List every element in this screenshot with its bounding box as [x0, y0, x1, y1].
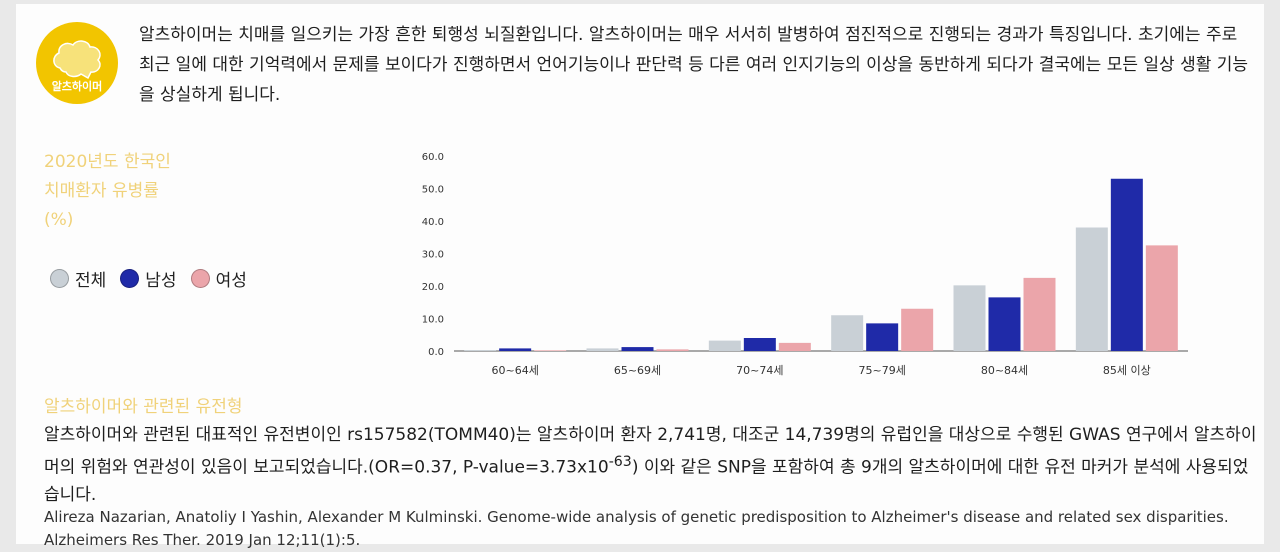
citation: Alireza Nazarian, Anatoliy I Yashin, Ale…	[44, 508, 1229, 549]
x-tick-label: 85세 이상	[1103, 364, 1151, 377]
info-sheet: 알츠하이머 알츠하이머는 치매를 일으키는 가장 흔한 퇴행성 뇌질환입니다. …	[16, 4, 1264, 549]
x-tick-label: 70~74세	[736, 364, 783, 377]
x-tick-label: 80~84세	[981, 364, 1028, 377]
bar-female	[778, 342, 811, 351]
chart-title: 2020년도 한국인 치매환자 유병률 (%)	[44, 148, 244, 235]
gene-description-main: 알츠하이머와 관련된 대표적인 유전변이인 rs157582(TOMM40)는 …	[44, 425, 1257, 478]
prevalence-bar-chart: 0.0 10.0 20.0 30.0 40.0 50.0 60.0 60~64세 65~69세 7…	[422, 152, 1188, 377]
legend-swatch	[50, 269, 69, 288]
x-tick-label: 75~79세	[858, 364, 905, 377]
chart-title-line: 치매환자 유병률	[44, 181, 159, 201]
legend-swatch	[190, 269, 210, 288]
gene-description: 알츠하이머와 관련된 대표적인 유전변이인 rs157582(TOMM40)는 …	[44, 422, 1259, 509]
y-tick-label: 50.0	[422, 185, 444, 196]
bar-male	[743, 338, 776, 351]
gene-description-rest: ) 이와 같은 SNP을 포함하여 총 9개의 알츠하이머에 대한 유전 마커가…	[44, 457, 1249, 505]
bar-female	[534, 350, 567, 351]
legend-item-total: 전체	[50, 266, 106, 291]
bar-male	[621, 347, 654, 351]
y-tick-label: 30.0	[422, 250, 444, 261]
badge-label: 알츠하이머	[51, 80, 103, 93]
y-tick-label: 60.0	[422, 152, 444, 163]
y-tick-label: 10.0	[422, 315, 444, 326]
x-tick-label: 65~69세	[614, 364, 661, 377]
bar-female	[1023, 277, 1056, 351]
brain-icon	[53, 40, 101, 80]
section-title: 알츠하이머와 관련된 유전형	[44, 397, 243, 417]
y-tick-label: 40.0	[422, 217, 444, 228]
y-tick-label: 20.0	[422, 282, 444, 293]
bar-female	[656, 349, 689, 351]
alzheimer-badge: 알츠하이머	[36, 22, 118, 104]
legend-item-male: 남성	[120, 266, 177, 291]
legend-label: 남성	[145, 271, 177, 291]
bar-male	[499, 348, 532, 351]
legend-label: 전체	[75, 271, 107, 291]
legend-item-female: 여성	[190, 266, 247, 291]
p-value-exponent: -63	[608, 454, 632, 470]
bar-total	[464, 350, 497, 351]
bar-male	[988, 297, 1021, 351]
bar-female	[1145, 245, 1178, 351]
x-tick-label: 60~64세	[491, 364, 538, 377]
legend-swatch	[120, 269, 140, 288]
chart-title-line: (%)	[44, 210, 74, 230]
bar-total	[586, 348, 619, 351]
bar-total	[953, 285, 986, 351]
bar-male	[1110, 178, 1143, 351]
bar-total	[831, 315, 864, 351]
bar-total	[1075, 227, 1108, 351]
legend-label: 여성	[215, 271, 247, 291]
chart-legend: 전체 남성 여성	[50, 266, 247, 291]
y-tick-label: 0.0	[428, 347, 444, 358]
intro-paragraph: 알츠하이머는 치매를 일으키는 가장 흔한 퇴행성 뇌질환입니다. 알츠하이머는…	[139, 25, 1249, 105]
bar-male	[866, 323, 899, 351]
bar-female	[901, 308, 934, 351]
bar-total	[708, 340, 741, 351]
chart-title-line: 2020년도 한국인	[44, 152, 171, 172]
